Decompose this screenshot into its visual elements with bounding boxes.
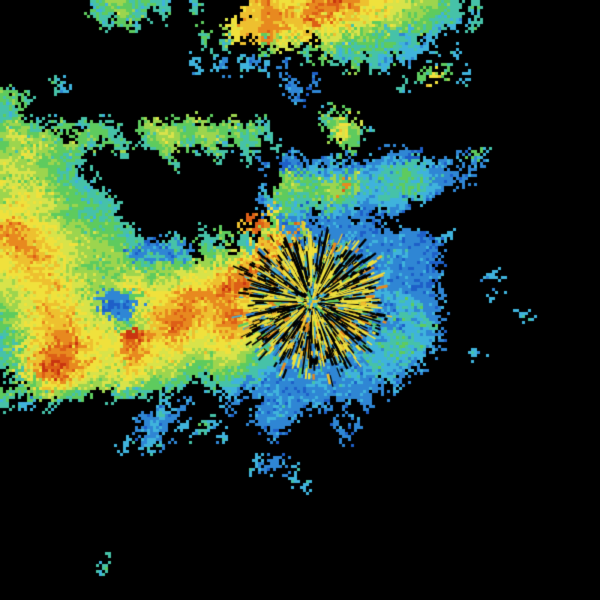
radar-reflectivity-image xyxy=(0,0,600,600)
radar-display xyxy=(0,0,600,600)
